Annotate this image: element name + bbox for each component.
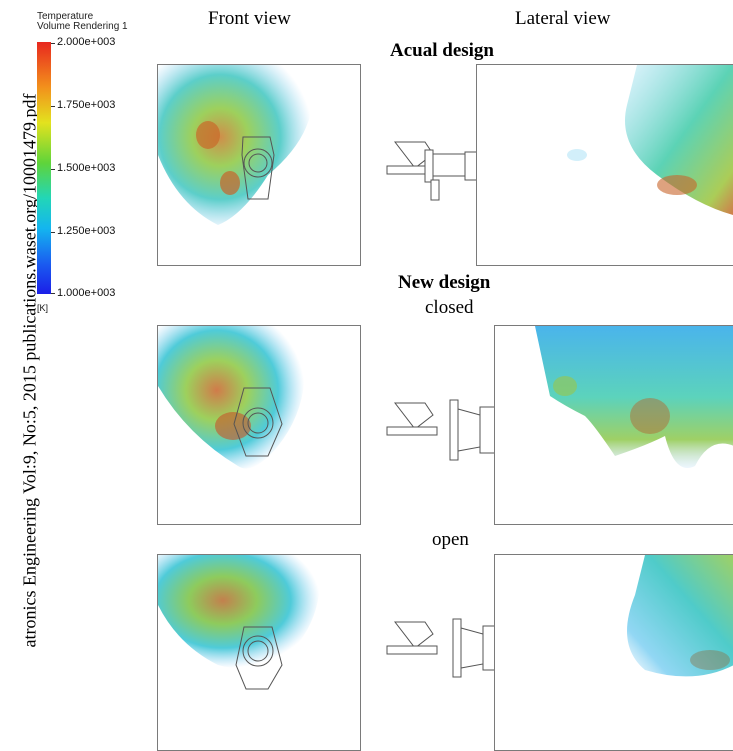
lateral-view-actual-panel [476, 64, 733, 266]
flame-render-image [158, 65, 313, 225]
lateral-view-open-panel [494, 554, 733, 751]
legend-tick-label: 1.500e+003 [57, 162, 116, 174]
new-design-label: New design [398, 272, 491, 293]
front-view-actual-panel [157, 64, 361, 266]
nozzle-side-view-actual [385, 132, 485, 212]
lateral-view-heading: Lateral view [515, 8, 611, 29]
nozzle-drawing [386, 141, 484, 201]
open-label: open [432, 529, 469, 550]
flame-render-image [535, 326, 733, 468]
legend-tick-mark [51, 232, 55, 233]
legend-tick-label: 1.750e+003 [57, 99, 116, 111]
nozzle-side-view-closed [385, 395, 500, 475]
nozzle-side-view-open [385, 614, 505, 694]
front-view-open-panel [157, 554, 361, 751]
legend-tick-mark [51, 169, 55, 170]
nozzle-drawing [386, 399, 499, 461]
flame-render-image [627, 555, 733, 677]
legend-subtitle: Volume Rendering 1 [37, 21, 128, 32]
nozzle-drawing [386, 618, 502, 678]
front-view-heading: Front view [208, 8, 291, 29]
flame-render-image [158, 555, 320, 690]
legend-tick-label: 1.250e+003 [57, 225, 116, 237]
legend-title: Temperature [37, 11, 94, 22]
legend-color-bar [37, 42, 51, 294]
legend-tick-label: 2.000e+003 [57, 36, 116, 48]
flame-render-image [158, 326, 305, 469]
legend-tick-label: 1.000e+003 [57, 287, 116, 299]
lateral-view-closed-panel [494, 325, 733, 525]
actual-design-label: Acual design [390, 40, 494, 61]
legend-tick-mark [51, 106, 55, 107]
closed-label: closed [425, 297, 474, 318]
front-view-closed-panel [157, 325, 361, 525]
legend-tick-mark [51, 293, 55, 294]
legend-unit: [K] [37, 303, 49, 313]
flame-render-image [567, 65, 733, 215]
legend-tick-mark [51, 43, 55, 44]
